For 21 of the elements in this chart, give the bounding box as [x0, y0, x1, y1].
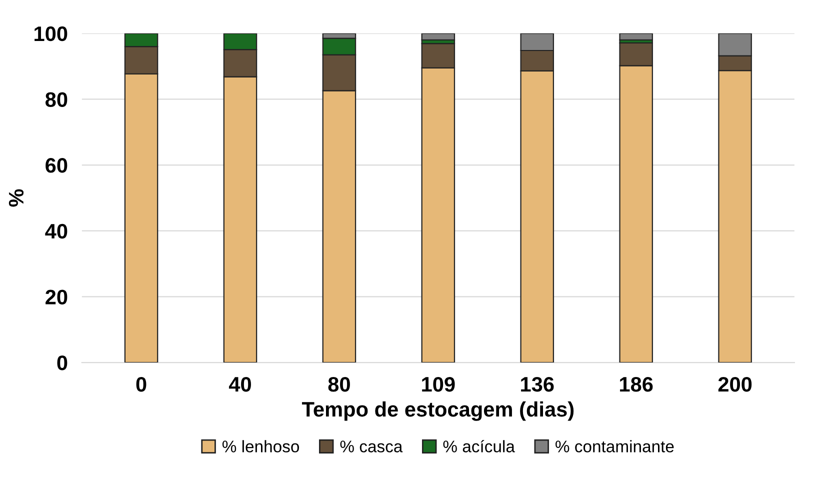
x-axis-title: Tempo de estocagem (dias) [302, 401, 574, 421]
x-tick-label: 40 [228, 376, 251, 392]
y-tick-label: 100 [34, 26, 68, 42]
legend-label: % contaminante [556, 440, 674, 452]
legend-label: % casca [340, 440, 403, 452]
y-tick-label: 60 [46, 158, 68, 173]
y-axis-title: % [8, 189, 24, 207]
y-tick-label: 0 [57, 356, 68, 370]
x-tick-label: 0 [136, 376, 146, 392]
y-tick-label: 80 [46, 92, 68, 107]
x-tick-label: 80 [328, 376, 350, 392]
x-tick-label: 109 [422, 376, 455, 392]
bar [421, 33, 456, 41]
bar [619, 33, 653, 41]
legend-label: % lenhoso [222, 440, 300, 452]
x-tick-label: 136 [521, 376, 554, 392]
y-tick-label: 40 [45, 224, 68, 239]
x-tick-label: 200 [718, 376, 752, 392]
legend-label: % acícula [443, 440, 515, 452]
y-tick-label: 20 [46, 290, 68, 304]
x-tick-label: 186 [620, 376, 653, 392]
